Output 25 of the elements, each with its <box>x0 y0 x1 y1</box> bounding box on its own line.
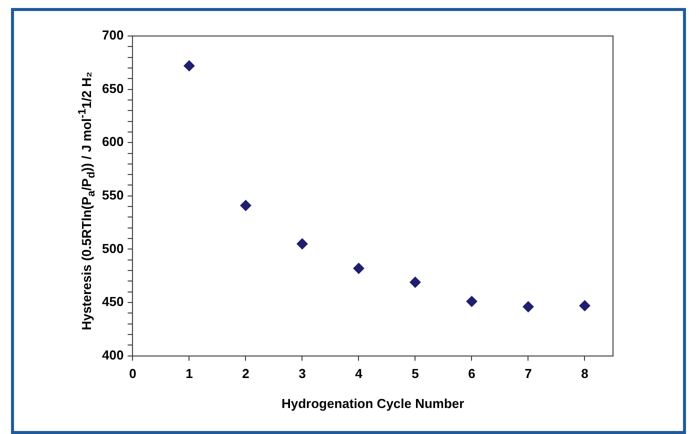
y-tick-label: 700 <box>102 28 124 43</box>
x-tick-label: 3 <box>298 366 306 382</box>
point <box>240 200 252 211</box>
x-tick-label: 0 <box>129 366 136 382</box>
y-tick-label: 450 <box>102 294 124 310</box>
x-tick-label: 2 <box>242 366 250 382</box>
y-tick-label: 650 <box>102 80 124 96</box>
x-tick-label: 6 <box>468 366 476 382</box>
point <box>184 60 195 72</box>
y-tick-label: 500 <box>102 240 124 256</box>
point <box>579 300 590 312</box>
point <box>296 238 308 250</box>
point <box>522 301 534 312</box>
y-tick-label: 550 <box>102 187 124 202</box>
x-tick-label: 8 <box>581 366 588 382</box>
point <box>353 262 364 274</box>
x-tick-label: 1 <box>186 366 193 382</box>
x-tick-label: 5 <box>412 366 419 382</box>
point <box>466 296 478 307</box>
x-tick-label: 7 <box>524 366 532 382</box>
y-tick-label: 400 <box>102 347 124 362</box>
x-axis-title: Hydrogenation Cycle Number <box>281 396 464 411</box>
y-tick-label: 600 <box>102 134 124 150</box>
x-tick-label: 4 <box>355 366 364 382</box>
point <box>410 276 421 288</box>
